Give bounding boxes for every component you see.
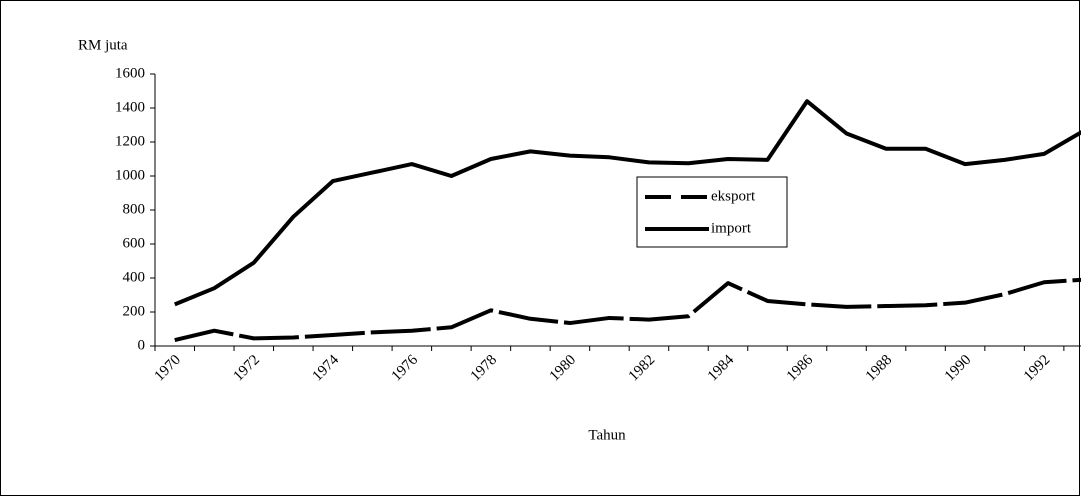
y-tick-label: 600 [123,235,146,251]
series-line [174,99,1081,307]
y-tick-label: 200 [123,303,146,319]
y-tick-label: 1200 [115,133,145,149]
y-axis-label: RM juta [78,37,128,53]
y-tick-label: 1600 [115,65,145,81]
legend-label: eksport [711,188,756,204]
y-tick-label: 0 [138,337,146,353]
series-line [174,277,1081,342]
legend-label: import [711,220,752,236]
y-tick-label: 1400 [115,99,145,115]
x-axis-label: Tahun [588,427,626,443]
y-tick-label: 400 [123,269,146,285]
y-tick-label: 1000 [115,167,145,183]
y-tick-label: 800 [123,201,146,217]
legend-box [636,176,788,248]
